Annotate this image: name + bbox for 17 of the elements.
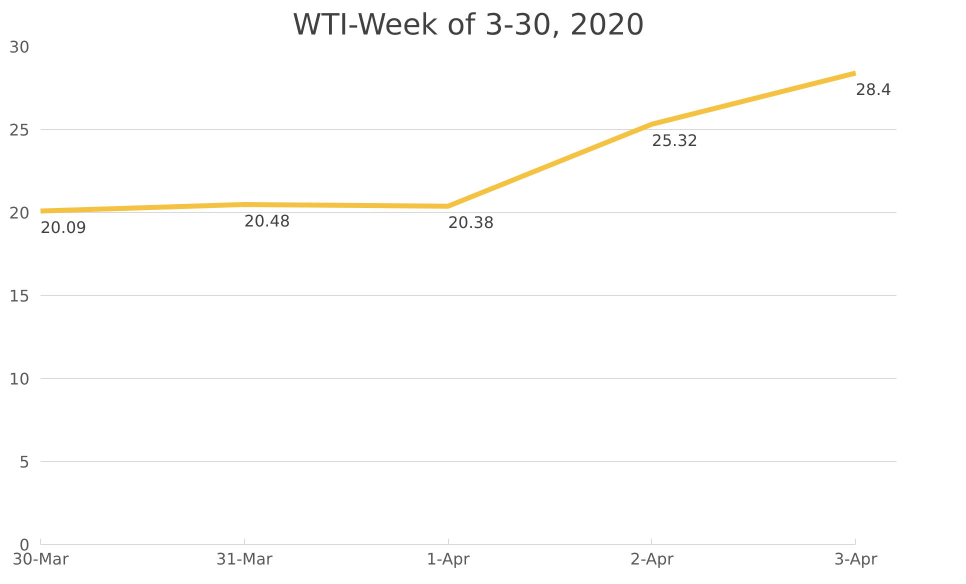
- data-label: 28.4: [856, 80, 892, 100]
- data-label: 20.38: [448, 213, 494, 232]
- x-tick-label: 30-Mar: [12, 550, 70, 568]
- y-tick-label: 5: [19, 452, 30, 472]
- y-tick-label: 10: [9, 370, 30, 388]
- y-tick-label: 25: [9, 120, 30, 140]
- x-tick-label: 2-Apr: [630, 550, 674, 568]
- y-tick-label: 15: [9, 286, 30, 306]
- x-tick-label: 31-Mar: [216, 550, 273, 568]
- y-tick-label: 20: [9, 204, 30, 222]
- chart-title: WTI-Week of 3-30, 2020: [292, 8, 645, 42]
- y-tick-label: 30: [9, 38, 30, 56]
- data-label: 20.48: [244, 212, 290, 231]
- data-label: 25.32: [652, 131, 698, 150]
- data-label: 20.09: [40, 218, 86, 238]
- x-tick-label: 3-Apr: [834, 550, 878, 568]
- x-tick-label: 1-Apr: [426, 550, 470, 568]
